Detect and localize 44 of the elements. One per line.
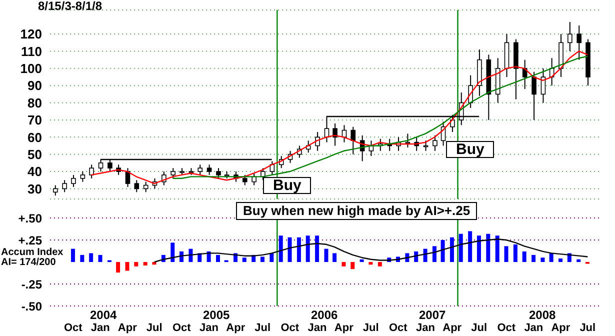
annotation: Buy: [263, 177, 312, 194]
annotation: Buy when new high made by AI>+.25: [236, 202, 478, 220]
x-tick-label: Oct: [280, 322, 300, 334]
annotation: Buy: [446, 141, 494, 158]
x-tick-label: Apr: [334, 322, 354, 334]
text: 2006: [311, 308, 338, 322]
x-tick-label: Oct: [64, 322, 83, 334]
x-tick-label: Oct: [172, 322, 192, 334]
y-axis-title: Accum Index AI= 174/200: [1, 247, 64, 268]
x-tick-label: Jul: [580, 322, 596, 334]
y-tick-label: +.50: [18, 211, 42, 226]
y-tick-label: 110: [21, 44, 42, 59]
y-tick-label: 70: [28, 112, 42, 128]
y-tick-label: 60: [28, 130, 42, 145]
x-tick-label: Apr: [226, 322, 246, 334]
x-tick-label: Apr: [551, 322, 571, 334]
x-tick-label: Oct: [497, 322, 516, 334]
text: 2005: [203, 308, 230, 322]
x-tick-label: Jan: [199, 322, 219, 334]
y-tick-label: 100: [20, 61, 42, 76]
text: 2007: [419, 308, 446, 322]
y-tick-label: 50: [28, 146, 42, 162]
x-tick-label: Jan: [90, 322, 110, 334]
y-tick-label: +.25: [18, 233, 42, 248]
x-tick-label: Jan: [416, 322, 436, 334]
x-tick-label: Jul: [471, 322, 488, 334]
y-tick-label: -.50: [21, 299, 42, 314]
x-tick-label: Apr: [442, 322, 462, 334]
chart-title: 8/15/3-8/1/8: [38, 0, 102, 13]
y-tick-label: 90: [28, 78, 42, 94]
text: 2008: [529, 308, 556, 322]
x-tick-label: Apr: [118, 322, 138, 334]
x-tick-label: Jul: [146, 322, 162, 334]
y-tick-label: 80: [28, 95, 42, 110]
x-tick-label: Oct: [388, 322, 408, 334]
y-tick-label: 40: [28, 164, 42, 180]
y-tick-label: 30: [28, 181, 42, 196]
x-tick-label: Jan: [308, 322, 327, 334]
x-tick-label: Jul: [362, 322, 379, 334]
x-tick-label: Jul: [254, 322, 271, 334]
y-tick-label: -.25: [21, 277, 42, 292]
x-tick-label: Jan: [524, 322, 544, 334]
y-tick-label: 120: [20, 26, 42, 42]
text: 2004: [90, 308, 117, 322]
